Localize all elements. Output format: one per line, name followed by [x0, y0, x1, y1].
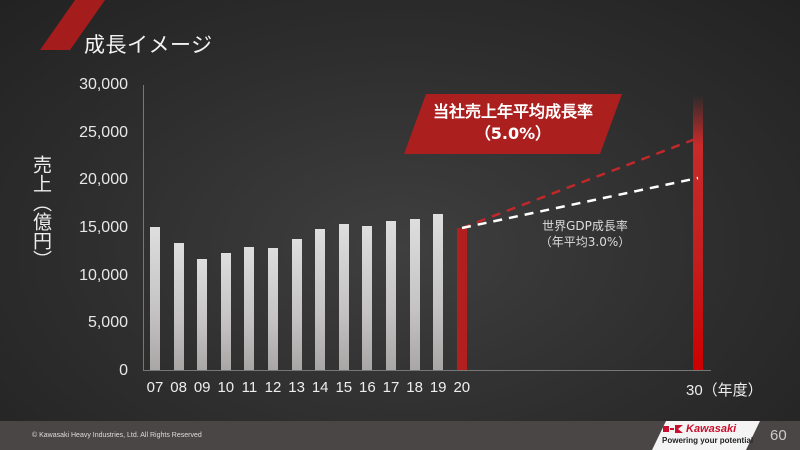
bar-15 — [338, 224, 349, 370]
y-tick-label: 15,000 — [79, 219, 128, 236]
x-tick-label: 10 — [217, 379, 235, 396]
logo-tagline: Powering your potential — [662, 436, 754, 445]
x-tick-label: 16 — [359, 379, 376, 396]
x-tick-label: 20 — [453, 379, 471, 396]
x-tick-label: 15 — [335, 379, 353, 396]
logo-box — [652, 421, 760, 450]
copyright-text: © Kawasaki Heavy Industries, Ltd. All Ri… — [32, 432, 202, 439]
bar-30 — [693, 95, 703, 370]
x-tick-label: 12 — [264, 379, 282, 396]
y-tick-label: 0 — [119, 362, 128, 379]
x-tick-label: 14 — [311, 379, 329, 396]
bar-13 — [291, 239, 302, 370]
y-tick-label: 10,000 — [79, 266, 128, 284]
bar-10 — [220, 252, 231, 370]
x-tick-label: 18 — [406, 379, 423, 396]
x-tick-label: 11 — [241, 379, 258, 396]
x-tick-label: 30（年度） — [686, 382, 763, 399]
x-tick-label: 08 — [170, 379, 187, 396]
gdp-growth-label: 世界GDP成長率 （年平均3.0%） — [530, 218, 640, 250]
bar-18 — [409, 219, 420, 370]
bar-12 — [268, 247, 278, 370]
y-tick-label: 20,000 — [79, 171, 128, 189]
company-growth-callout: 当社売上年平均成長率 （5.0%） — [404, 94, 622, 154]
bar-17 — [386, 221, 396, 370]
gdp-label-line2: （年平均3.0%） — [539, 235, 631, 249]
callout-line1: 当社売上年平均成長率 — [432, 102, 593, 121]
x-tick-label: 13 — [288, 379, 305, 396]
x-tick-label: 19 — [429, 379, 447, 396]
gdp-label-line1: 世界GDP成長率 — [542, 219, 628, 233]
callout-line2: （5.0%） — [474, 124, 552, 143]
bar-11 — [244, 247, 255, 370]
x-tick-label: 07 — [146, 379, 164, 396]
page-number: 60 — [770, 427, 787, 444]
gdp-growth-line — [461, 176, 699, 230]
y-axis-label-text: 売上（億円） — [30, 155, 52, 269]
bar-07 — [150, 227, 160, 370]
x-tick-label: 17 — [382, 379, 400, 396]
slide-title: 成長イメージ — [84, 33, 213, 57]
bar-20 — [456, 227, 467, 370]
y-tick-label: 25,000 — [79, 123, 128, 141]
logo-name: Kawasaki — [686, 423, 737, 435]
bar-16 — [362, 226, 373, 370]
bar-09 — [197, 259, 208, 370]
bar-14 — [315, 228, 326, 370]
company-growth-line — [461, 136, 699, 230]
kawasaki-logo-icon — [663, 425, 683, 433]
x-tick-label: 09 — [193, 379, 211, 396]
y-axis-line — [143, 85, 144, 371]
bar-19 — [433, 213, 444, 370]
bar-08 — [173, 243, 184, 370]
y-tick-label: 5,000 — [87, 314, 128, 332]
callout-background — [404, 94, 622, 154]
y-axis-label: 売上（億円） — [30, 155, 52, 274]
x-axis-line — [143, 370, 711, 371]
y-tick-label: 30,000 — [79, 76, 128, 93]
